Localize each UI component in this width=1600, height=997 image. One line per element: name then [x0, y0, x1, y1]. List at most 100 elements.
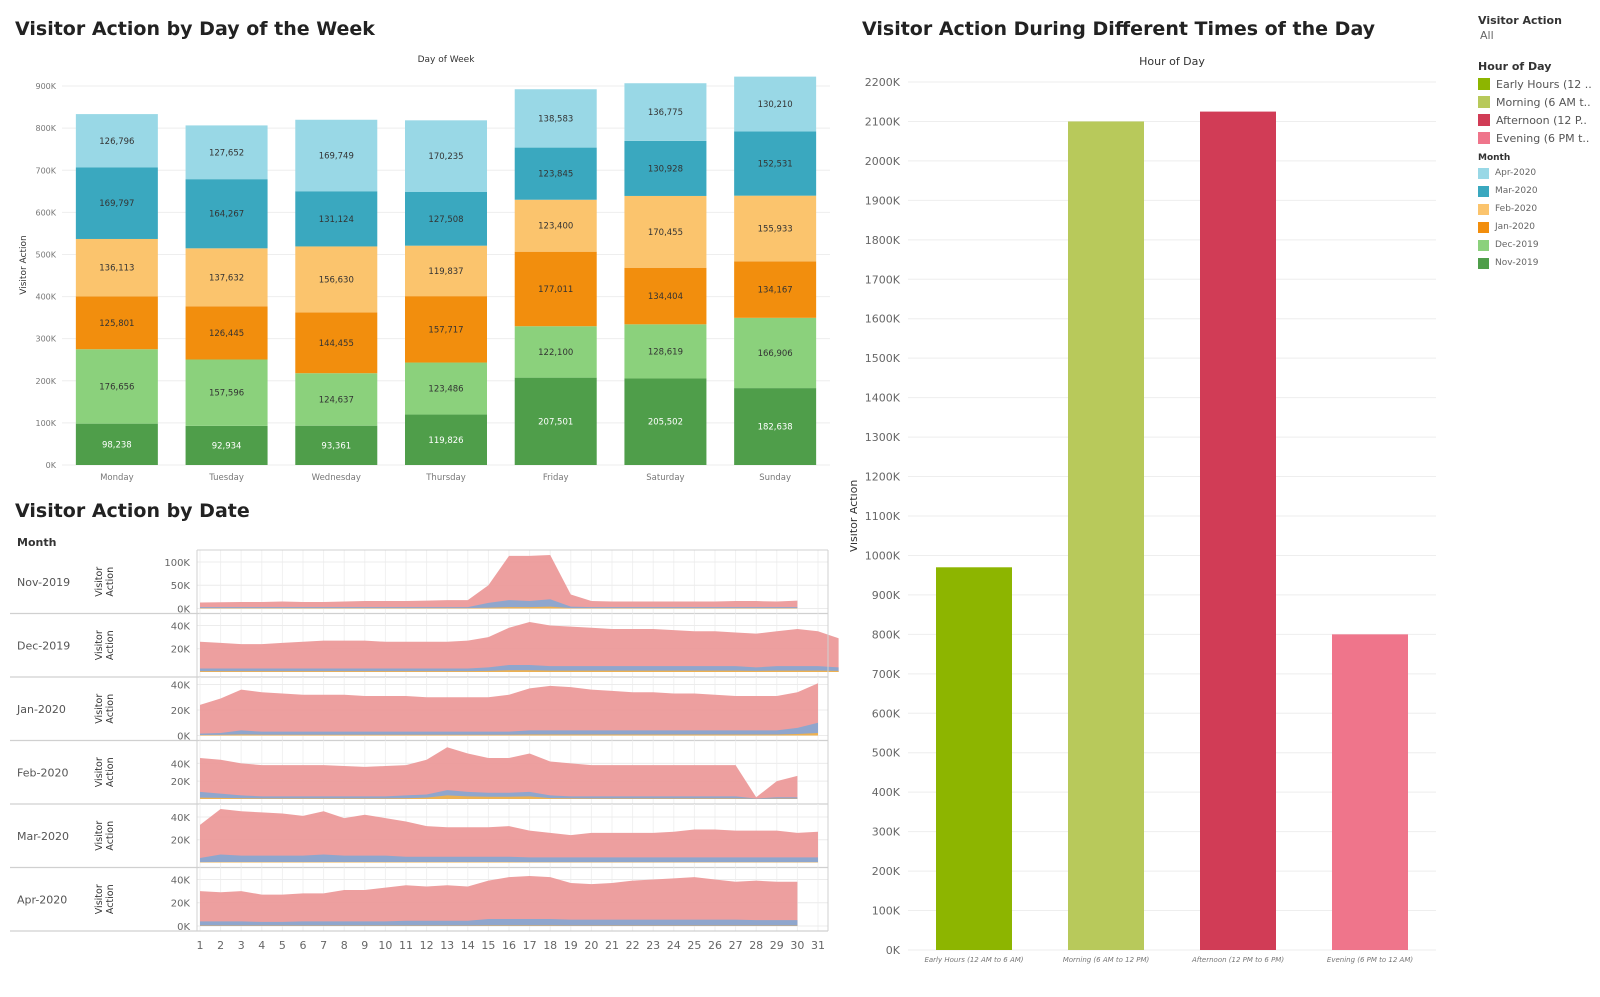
y-axis-title: Action: [105, 567, 116, 597]
x-tick-label: 24: [667, 939, 681, 952]
data-label: 124,637: [319, 395, 354, 405]
x-tick-label: Tuesday: [208, 473, 244, 483]
legend-item[interactable]: Mar-2020: [1478, 182, 1598, 200]
x-tick-label: 21: [605, 939, 619, 952]
legend-label: Feb-2020: [1495, 204, 1538, 214]
bar-segment: [75, 349, 158, 424]
bar-segment: [624, 83, 707, 141]
row-label: Jan-2020: [16, 703, 66, 716]
bar-segment: [734, 131, 817, 196]
legend-panel: Visitor Action All Hour of Day Early Hou…: [1478, 14, 1598, 272]
data-label: 169,797: [99, 199, 134, 209]
legend-item[interactable]: Dec-2019: [1478, 236, 1598, 254]
y-tick-label: 700K: [872, 668, 901, 681]
x-tick-label: 25: [687, 939, 701, 952]
y-tick-label: 1100K: [865, 510, 901, 523]
y-tick-label: 2100K: [865, 115, 901, 128]
x-tick-label: 6: [300, 939, 307, 952]
y-tick-label: 200K: [35, 377, 56, 386]
y-tick-label: 500K: [872, 747, 901, 760]
y-tick-label: 1400K: [865, 392, 901, 405]
chart-title-day-of-week: Visitor Action by Day of the Week: [15, 18, 375, 40]
y-tick-label: 20K: [171, 836, 191, 847]
x-tick-label: 9: [361, 939, 368, 952]
legend-swatch: [1478, 221, 1489, 233]
data-label: 156,630: [319, 275, 354, 285]
y-tick-label: 40K: [171, 875, 191, 886]
y-tick-label: 100K: [35, 419, 56, 428]
filter-value[interactable]: All: [1480, 29, 1494, 42]
data-label: 126,445: [209, 329, 244, 339]
y-tick-label: 0K: [177, 732, 190, 743]
y-tick-label: 200K: [872, 865, 901, 878]
bar-segment: [734, 195, 817, 262]
y-tick-label: 600K: [35, 208, 56, 217]
y-tick-label: 40K: [171, 681, 191, 692]
hour-legend: Early Hours (12 .. Morning (6 AM t.. After…: [1478, 75, 1598, 147]
data-label: 164,267: [209, 210, 244, 220]
data-label: 207,501: [538, 417, 573, 427]
legend-item[interactable]: Jan-2020: [1478, 218, 1598, 236]
data-label: 205,502: [648, 418, 683, 428]
x-tick-label: 31: [811, 939, 825, 952]
area-layer: [200, 665, 839, 672]
bar-segment: [624, 378, 707, 465]
data-label: 152,531: [758, 160, 793, 170]
bar-segment: [734, 76, 817, 132]
area-layer: [200, 722, 818, 736]
data-label: 98,238: [102, 440, 132, 450]
bar-segment: [734, 261, 817, 318]
legend-label: Early Hours (12 ..: [1496, 77, 1592, 91]
y-tick-label: 400K: [872, 786, 901, 799]
x-tick-label: 11: [399, 939, 413, 952]
x-tick-label: 7: [320, 939, 327, 952]
data-label: 131,124: [319, 215, 354, 225]
legend-item[interactable]: Feb-2020: [1478, 200, 1598, 218]
x-tick-label: Early Hours (12 AM to 6 AM): [924, 956, 1023, 964]
bar-segment: [75, 296, 158, 350]
data-label: 128,619: [648, 347, 683, 357]
y-tick-label: 20K: [171, 706, 191, 717]
x-tick-label: 15: [481, 939, 495, 952]
data-label: 176,656: [99, 382, 134, 392]
bar-segment: [624, 140, 707, 196]
bar-segment: [405, 192, 487, 246]
data-label: 157,717: [428, 325, 463, 335]
x-tick-label: Sunday: [759, 473, 791, 483]
y-tick-label: 900K: [35, 82, 56, 91]
bar-segment: [405, 296, 487, 363]
legend-label: Nov-2019: [1495, 258, 1539, 268]
y-tick-label: 1700K: [865, 273, 901, 286]
bar-segment: [405, 245, 487, 297]
data-label: 122,100: [538, 348, 573, 358]
y-axis-title: Action: [105, 694, 116, 724]
data-label: 134,167: [758, 286, 793, 296]
bar-segment: [405, 362, 487, 415]
x-tick-label: 13: [440, 939, 454, 952]
x-tick-label: 27: [729, 939, 743, 952]
data-label: 144,455: [319, 339, 354, 349]
y-tick-label: 40K: [171, 621, 191, 632]
legend-item[interactable]: Early Hours (12 ..: [1478, 75, 1598, 93]
y-tick-label: 1000K: [865, 549, 901, 562]
chart-title-time-of-day: Visitor Action During Different Times of…: [862, 18, 1376, 40]
legend-item[interactable]: Evening (6 PM t..: [1478, 129, 1598, 147]
chart-title-by-date: Visitor Action by Date: [15, 500, 250, 522]
time-of-day-bar-chart: Hour of Day Visitor Action 0K 100K 200K 300K 4…: [850, 55, 1436, 964]
y-tick-label: 2000K: [865, 155, 901, 168]
month-legend: Apr-2020 Mar-2020 Feb-2020 Jan-2020 Dec-2019…: [1478, 164, 1598, 272]
y-tick-label: 1500K: [865, 352, 901, 365]
bar-segment: [514, 251, 597, 327]
legend-item[interactable]: Nov-2019: [1478, 254, 1598, 272]
area-layer: [200, 790, 798, 799]
legend-item[interactable]: Afternoon (12 P..: [1478, 111, 1598, 129]
bar-segment: [185, 425, 268, 465]
x-tick-label: 23: [646, 939, 660, 952]
bar-segment: [514, 147, 597, 200]
legend-item[interactable]: Apr-2020: [1478, 164, 1598, 182]
x-tick-label: Evening (6 PM to 12 AM): [1327, 956, 1413, 964]
legend-item[interactable]: Morning (6 AM t..: [1478, 93, 1598, 111]
bar-segment: [185, 179, 268, 249]
bar-segment: [295, 246, 378, 313]
row-label: Apr-2020: [17, 893, 67, 906]
